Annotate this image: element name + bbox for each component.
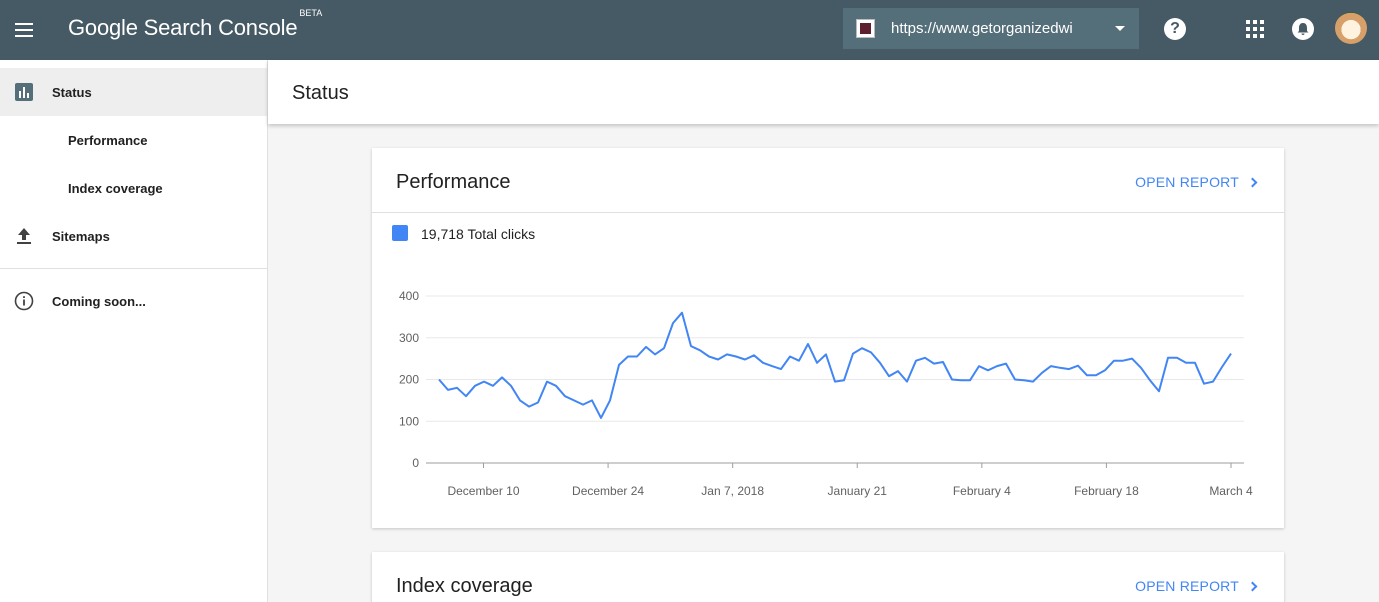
notifications-bell-icon[interactable] <box>1292 18 1314 40</box>
sidebar-nav: Status Performance Index coverage Sitema… <box>0 60 268 602</box>
sidebar-item-label: Sitemaps <box>52 229 110 244</box>
card-header: Performance OPEN REPORT <box>372 148 1284 213</box>
performance-line-chart: 0 100 200 300 400 December 10 December 24 Jan 7… <box>399 289 1253 498</box>
beta-badge: BETA <box>299 7 323 18</box>
legend-checkbox[interactable] <box>392 225 408 241</box>
open-report-button[interactable]: OPEN REPORT <box>1135 578 1258 594</box>
page-title: Status <box>292 82 349 104</box>
property-url: https://www.getorganizedwi <box>891 20 1073 37</box>
sidebar-item-label: Coming soon... <box>52 294 146 309</box>
x-tick-label: Jan 7, 2018 <box>701 484 764 498</box>
x-tick-label: March 4 <box>1209 484 1253 498</box>
index-coverage-card: Index coverage OPEN REPORT <box>372 552 1284 602</box>
sidebar-item-coming-soon[interactable]: Coming soon... <box>0 277 267 325</box>
x-tick-label: December 10 <box>447 484 519 498</box>
x-tick-label: December 24 <box>572 484 644 498</box>
y-tick-label: 100 <box>399 414 419 428</box>
y-tick-label: 300 <box>399 331 419 345</box>
sidebar-item-sitemaps[interactable]: Sitemaps <box>0 212 267 260</box>
sidebar-item-status[interactable]: Status <box>0 68 267 116</box>
page-header: Status <box>268 60 1379 124</box>
x-tick-label: January 21 <box>828 484 888 498</box>
property-selector[interactable]: https://www.getorganizedwi <box>843 8 1139 49</box>
sidebar-item-performance[interactable]: Performance <box>0 116 267 164</box>
dropdown-arrow-icon <box>1115 26 1125 31</box>
x-tick-label: February 4 <box>953 484 1011 498</box>
y-tick-label: 400 <box>399 289 419 303</box>
chevron-right-icon <box>1247 581 1258 592</box>
open-report-button[interactable]: OPEN REPORT <box>1135 174 1258 190</box>
site-favicon-icon <box>856 19 875 38</box>
y-tick-label: 0 <box>412 456 419 470</box>
account-avatar[interactable] <box>1335 12 1367 44</box>
legend-label: 19,718 Total clicks <box>421 226 536 242</box>
x-tick-label: February 18 <box>1074 484 1139 498</box>
apps-grid-icon[interactable] <box>1246 20 1264 38</box>
help-icon[interactable]: ? <box>1164 18 1186 40</box>
series-line-total-clicks <box>438 311 1232 419</box>
top-app-bar: Google Search ConsoleBETA https://www.ge… <box>0 0 1379 60</box>
app-title[interactable]: Google Search ConsoleBETA <box>68 8 322 41</box>
sidebar-item-index-coverage[interactable]: Index coverage <box>0 164 267 212</box>
open-report-label: OPEN REPORT <box>1135 578 1239 594</box>
hamburger-menu-icon[interactable] <box>12 18 36 42</box>
sidebar-divider <box>0 268 267 269</box>
bar-chart-icon <box>15 83 33 101</box>
sidebar-item-label: Performance <box>68 133 148 148</box>
card-title: Performance <box>396 171 511 193</box>
card-header: Index coverage OPEN REPORT <box>372 552 1284 602</box>
app-title-text: Google Search Console <box>68 15 298 40</box>
open-report-label: OPEN REPORT <box>1135 174 1239 190</box>
sidebar-item-label: Index coverage <box>68 181 163 196</box>
upload-icon <box>17 228 31 244</box>
info-icon <box>14 291 34 311</box>
card-title: Index coverage <box>396 575 533 597</box>
performance-card: Performance OPEN REPORT 19,718 Total cli… <box>372 148 1284 528</box>
sidebar-item-label: Status <box>52 85 92 100</box>
y-tick-label: 200 <box>399 373 419 387</box>
